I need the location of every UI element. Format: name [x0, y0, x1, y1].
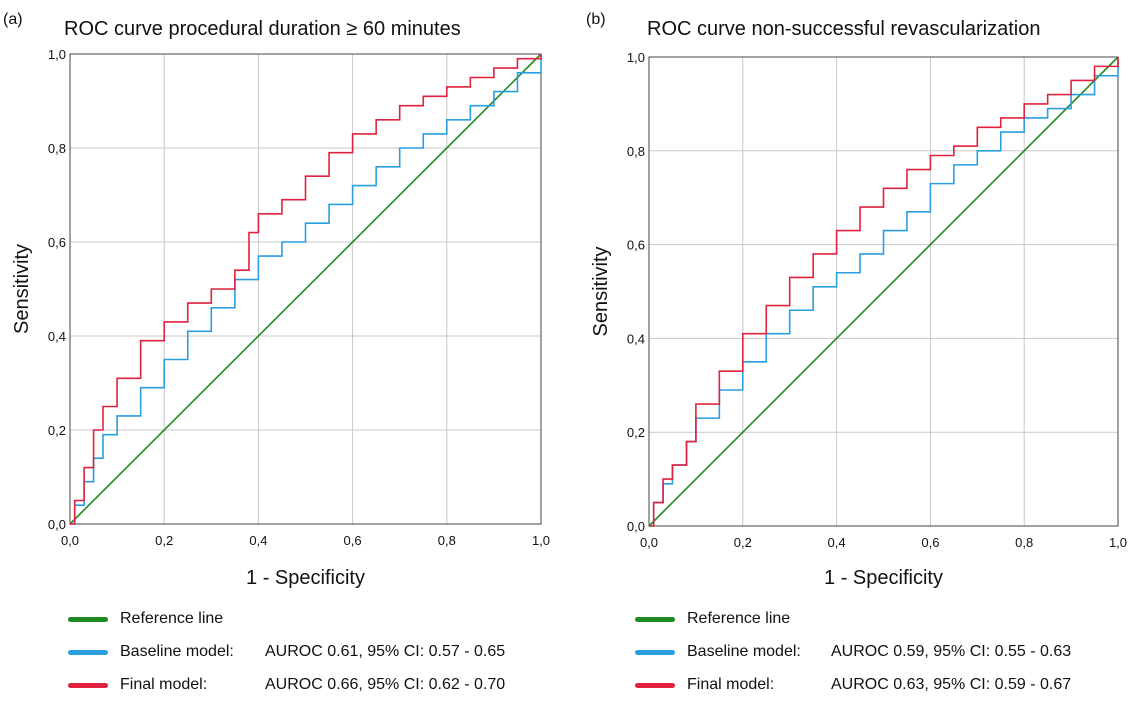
- x-tick-label: 0,4: [828, 535, 846, 550]
- y-tick-label: 0,8: [48, 141, 66, 156]
- panel-label: (a): [3, 11, 23, 28]
- legend-value-final: AUROC 0.63, 95% CI: 0.59 - 0.67: [831, 676, 1072, 693]
- legend-swatch-baseline: [68, 650, 108, 655]
- panel-b: (b) ROC curve non-successful revasculariz…: [583, 0, 1133, 705]
- panel-label: (b): [586, 11, 606, 28]
- y-tick-label: 1,0: [48, 47, 66, 62]
- y-tick-label: 0,2: [48, 423, 66, 438]
- legend-swatch-final: [68, 683, 108, 688]
- final-model-curve: [70, 54, 542, 525]
- x-tick-label: 0,8: [438, 533, 456, 548]
- roc-chart-a: (a) ROC curve procedural duration ≥ 60 mi…: [3, 11, 550, 589]
- legend-swatch-reference: [68, 617, 108, 622]
- legend-swatch-baseline: [635, 650, 675, 655]
- legend-label-reference: Reference line: [687, 610, 791, 627]
- legend-label-final: Final model:: [687, 676, 775, 693]
- x-tick-label: 0,2: [734, 535, 752, 550]
- legend-value-baseline: AUROC 0.59, 95% CI: 0.55 - 0.63: [831, 643, 1072, 660]
- x-tick-label: 0,8: [1015, 535, 1033, 550]
- reference-line: [69, 53, 542, 525]
- legend-label-reference: Reference line: [120, 610, 224, 627]
- x-tick-label: 0,6: [921, 535, 939, 550]
- x-tick-label: 0,2: [155, 533, 173, 548]
- y-tick-label: 0,8: [627, 144, 645, 159]
- x-tick-label: 0,6: [344, 533, 362, 548]
- x-tick-label: 0,0: [61, 533, 79, 548]
- y-tick-label: 1,0: [627, 50, 645, 65]
- y-tick-label: 0,0: [627, 519, 645, 534]
- y-axis-label: Sensitivity: [11, 244, 33, 334]
- chart-title: ROC curve procedural duration ≥ 60 minut…: [64, 18, 461, 40]
- chart-title: ROC curve non-successful revascularizati…: [647, 18, 1041, 40]
- x-tick-label: 0,4: [249, 533, 267, 548]
- x-tick-label: 1,0: [532, 533, 550, 548]
- legend-swatch-reference: [635, 617, 675, 622]
- x-axis-label: 1 - Specificity: [246, 567, 365, 589]
- x-tick-label: 0,0: [640, 535, 658, 550]
- x-tick-label: 1,0: [1109, 535, 1127, 550]
- legend-label-baseline: Baseline model:: [687, 643, 801, 660]
- roc-chart-b: (b) ROC curve non-successful revasculariz…: [586, 11, 1127, 589]
- y-tick-label: 0,4: [48, 329, 66, 344]
- x-axis-label: 1 - Specificity: [824, 567, 943, 589]
- y-tick-label: 0,2: [627, 425, 645, 440]
- legend-value-baseline: AUROC 0.61, 95% CI: 0.57 - 0.65: [265, 643, 506, 660]
- panel-a: (a) ROC curve procedural duration ≥ 60 mi…: [0, 0, 566, 705]
- legend-value-final: AUROC 0.66, 95% CI: 0.62 - 0.70: [265, 676, 506, 693]
- legend-swatch-final: [635, 683, 675, 688]
- final-model-curve: [649, 57, 1119, 527]
- y-tick-label: 0,6: [48, 235, 66, 250]
- y-axis-label: Sensitivity: [590, 246, 612, 336]
- reference-line: [648, 56, 1119, 527]
- plot-frame: [648, 56, 1119, 527]
- baseline-model-curve: [70, 54, 542, 525]
- legend-label-baseline: Baseline model:: [120, 643, 234, 660]
- plot-frame: [69, 53, 542, 525]
- y-tick-label: 0,4: [627, 331, 645, 346]
- y-tick-label: 0,0: [48, 517, 66, 532]
- y-tick-label: 0,6: [627, 238, 645, 253]
- legend-label-final: Final model:: [120, 676, 208, 693]
